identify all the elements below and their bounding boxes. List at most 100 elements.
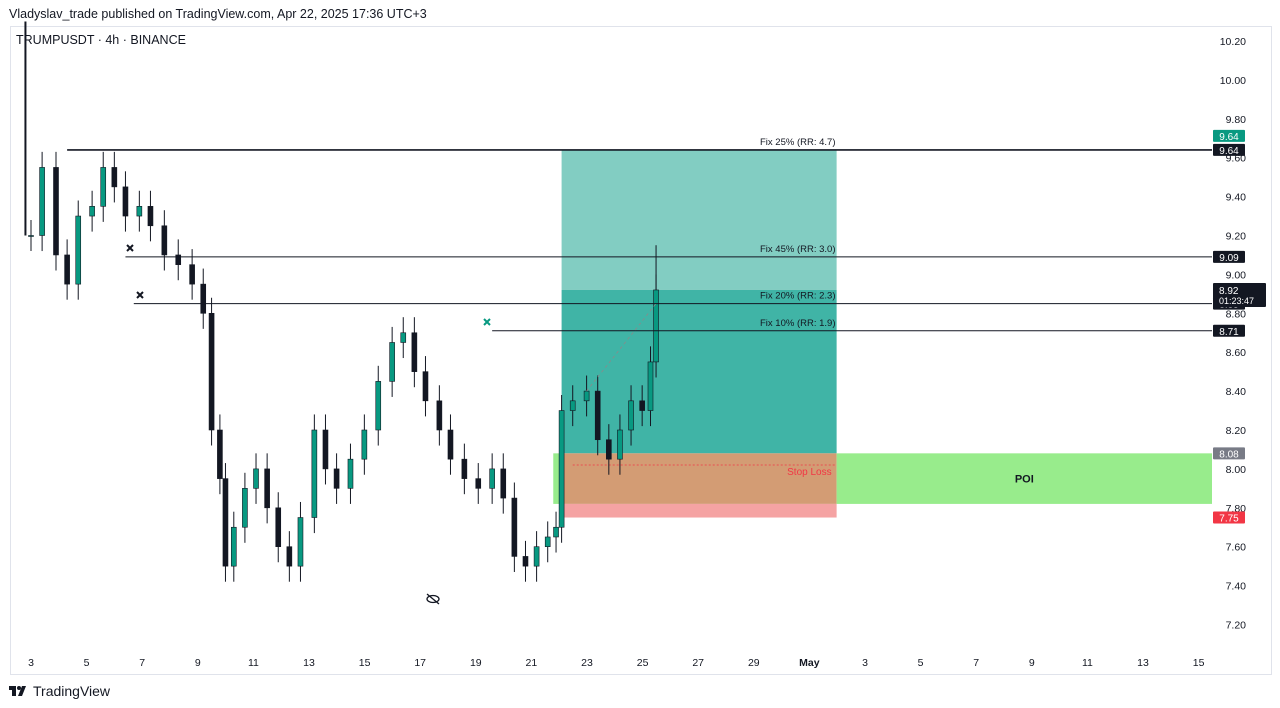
y-tick-label: 9.20 (1226, 231, 1247, 243)
x-tick-label: 9 (195, 657, 201, 669)
y-tick-label: 7.60 (1226, 542, 1247, 554)
y-tick-label: 8.00 (1226, 464, 1247, 476)
candle-body (311, 429, 318, 518)
current-price-tag (1213, 282, 1266, 307)
candle-body (122, 186, 129, 217)
candle-body (400, 332, 407, 343)
candle-body (322, 429, 329, 470)
candle-body (361, 429, 368, 460)
chart-frame (10, 26, 1272, 675)
candle-body (217, 429, 223, 479)
candle-body (617, 429, 623, 460)
candle-body (569, 400, 576, 411)
poi-zone (836, 453, 1212, 504)
candle-body (275, 507, 282, 547)
y-tick-label: 10.00 (1220, 75, 1246, 87)
x-tick-label: 13 (303, 657, 315, 669)
y-tick-label: 8.20 (1226, 425, 1247, 437)
candle-body (583, 390, 590, 402)
level-price-tag (1213, 324, 1245, 337)
markers (126, 244, 657, 605)
candle-body (375, 381, 382, 431)
candle-body (594, 390, 601, 441)
y-tick-label: 7.20 (1226, 620, 1247, 632)
candle-body (161, 225, 168, 256)
x-tick-label: 7 (139, 657, 145, 669)
x-tick-label: 25 (637, 657, 649, 669)
symbol-label[interactable]: TRUMPUSDT · 4h · BINANCE (16, 33, 186, 47)
footer-brand-text: TradingView (33, 683, 111, 699)
candle-body (89, 206, 95, 217)
poi-zone-left (553, 453, 562, 504)
current-price-countdown: 01:23:47 (1219, 296, 1254, 306)
level-label: Fix 10% (RR: 1.9) (760, 318, 836, 329)
y-tick-label: 8.60 (1226, 347, 1247, 359)
publisher-info: Vladyslav_trade published on TradingView… (9, 7, 427, 21)
entry-price-tag-text: 8.08 (1219, 449, 1239, 460)
x-tick-label: 13 (1137, 657, 1149, 669)
candle-body (297, 517, 304, 567)
x-tick-label: 23 (581, 657, 593, 669)
level-label: Fix 45% (RR: 3.0) (760, 244, 836, 255)
tradingview-logo-icon (9, 686, 26, 696)
level-label: Fix 20% (RR: 2.3) (760, 291, 836, 302)
candle-body (389, 342, 395, 382)
level-price-tag-text: 9.64 (1219, 146, 1239, 157)
candle-body (189, 264, 195, 285)
x-tick-label: 27 (692, 657, 704, 669)
candle-body (489, 468, 495, 489)
candle-body (230, 526, 237, 567)
x-axis: 3 5 7 9 11 13 15 17 19 21 23 25 27 29 May 3 5 7 9 11 13 15 (28, 657, 1205, 669)
candle-body (606, 439, 612, 460)
y-tick-label: 9.40 (1226, 192, 1247, 204)
projection-line (586, 303, 657, 392)
candle-body (111, 167, 118, 188)
candle-body (64, 254, 70, 285)
level-label: Fix 25% (RR: 4.7) (760, 137, 836, 148)
stop-price-tag (1213, 511, 1245, 524)
stop-loss-label: Stop Loss (787, 467, 831, 478)
candle-body (100, 167, 107, 207)
y-tick-label: 9.60 (1226, 153, 1247, 165)
candle-body (242, 488, 248, 528)
entry-price-tag (1213, 447, 1245, 460)
candle-body (522, 556, 529, 567)
candle-body (422, 371, 429, 402)
candle-body (461, 458, 468, 479)
level-lines: Fix 25% (RR: 4.7) 9.64 Fix 45% (RR: 3.0) 9.… (67, 137, 1245, 338)
candle-body (175, 254, 182, 265)
candle-body (286, 546, 293, 567)
cross-marker-icon (136, 291, 144, 299)
candle-body (253, 468, 259, 489)
candle-body (39, 167, 45, 236)
candle-body (511, 497, 518, 557)
candle-body (628, 400, 634, 431)
stop-price-tag-text: 7.75 (1219, 514, 1239, 525)
candle-body (533, 546, 540, 567)
target-zone (561, 149, 837, 290)
candle-body (411, 332, 418, 372)
cross-marker-icon (126, 244, 134, 252)
x-tick-label: 3 (862, 657, 868, 669)
candle-body (208, 312, 215, 431)
candle-body (333, 468, 340, 489)
candle-body (147, 206, 154, 227)
y-tick-label: 8.40 (1226, 386, 1247, 398)
target-price-tag (1213, 129, 1245, 142)
y-tick-label: 9.80 (1226, 114, 1247, 126)
footer-brand[interactable]: TradingView (9, 683, 110, 699)
y-tick-label: 8.80 (1226, 308, 1247, 320)
current-price-value: 8.92 (1219, 286, 1239, 297)
candle-body (200, 283, 207, 314)
x-tick-label: 11 (248, 657, 259, 669)
x-tick-label: 3 (28, 657, 34, 669)
candle-body (447, 429, 454, 460)
position-zones: POI Stop Loss (553, 149, 1212, 518)
level-price-tag-text: 8.71 (1219, 327, 1239, 338)
cross-marker-icon (483, 318, 491, 326)
candle-body (436, 400, 443, 431)
x-tick-label: 19 (470, 657, 482, 669)
candle-body (475, 478, 482, 489)
candle-body (264, 468, 270, 509)
